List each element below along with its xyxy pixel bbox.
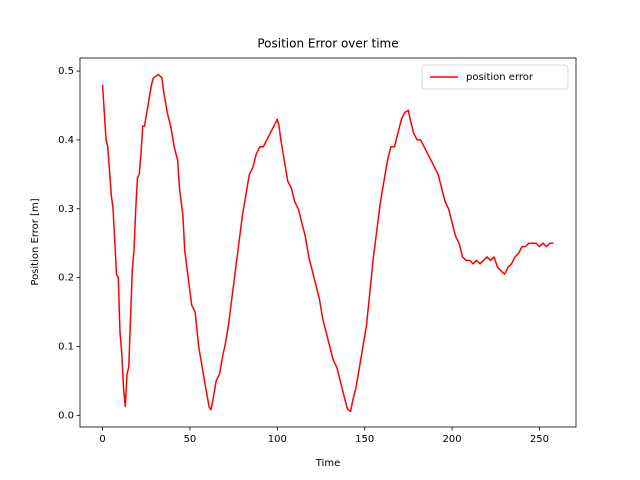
legend-label: position error [466,72,534,83]
plot-frame [79,57,577,428]
y-tick-label: 0.5 [58,66,74,77]
y-tick-label: 0.2 [58,273,74,284]
data-line [101,73,554,412]
y-tick-label: 0.3 [58,204,74,215]
y-tick-label: 0.0 [58,410,74,421]
chart-title: Position Error over time [257,37,398,51]
y-axis-label: Position Error [m] [30,198,41,285]
x-tick-label: 50 [184,434,197,445]
y-tick-label: 0.4 [58,135,74,146]
y-tick-label: 0.1 [58,341,74,352]
x-tick-label: 250 [530,434,549,445]
legend-box [421,64,569,90]
x-tick-label: 150 [355,434,374,445]
x-tick-label: 200 [443,434,462,445]
x-axis-label: Time [315,458,340,469]
x-tick-label: 100 [268,434,287,445]
x-tick-label: 0 [99,434,105,445]
